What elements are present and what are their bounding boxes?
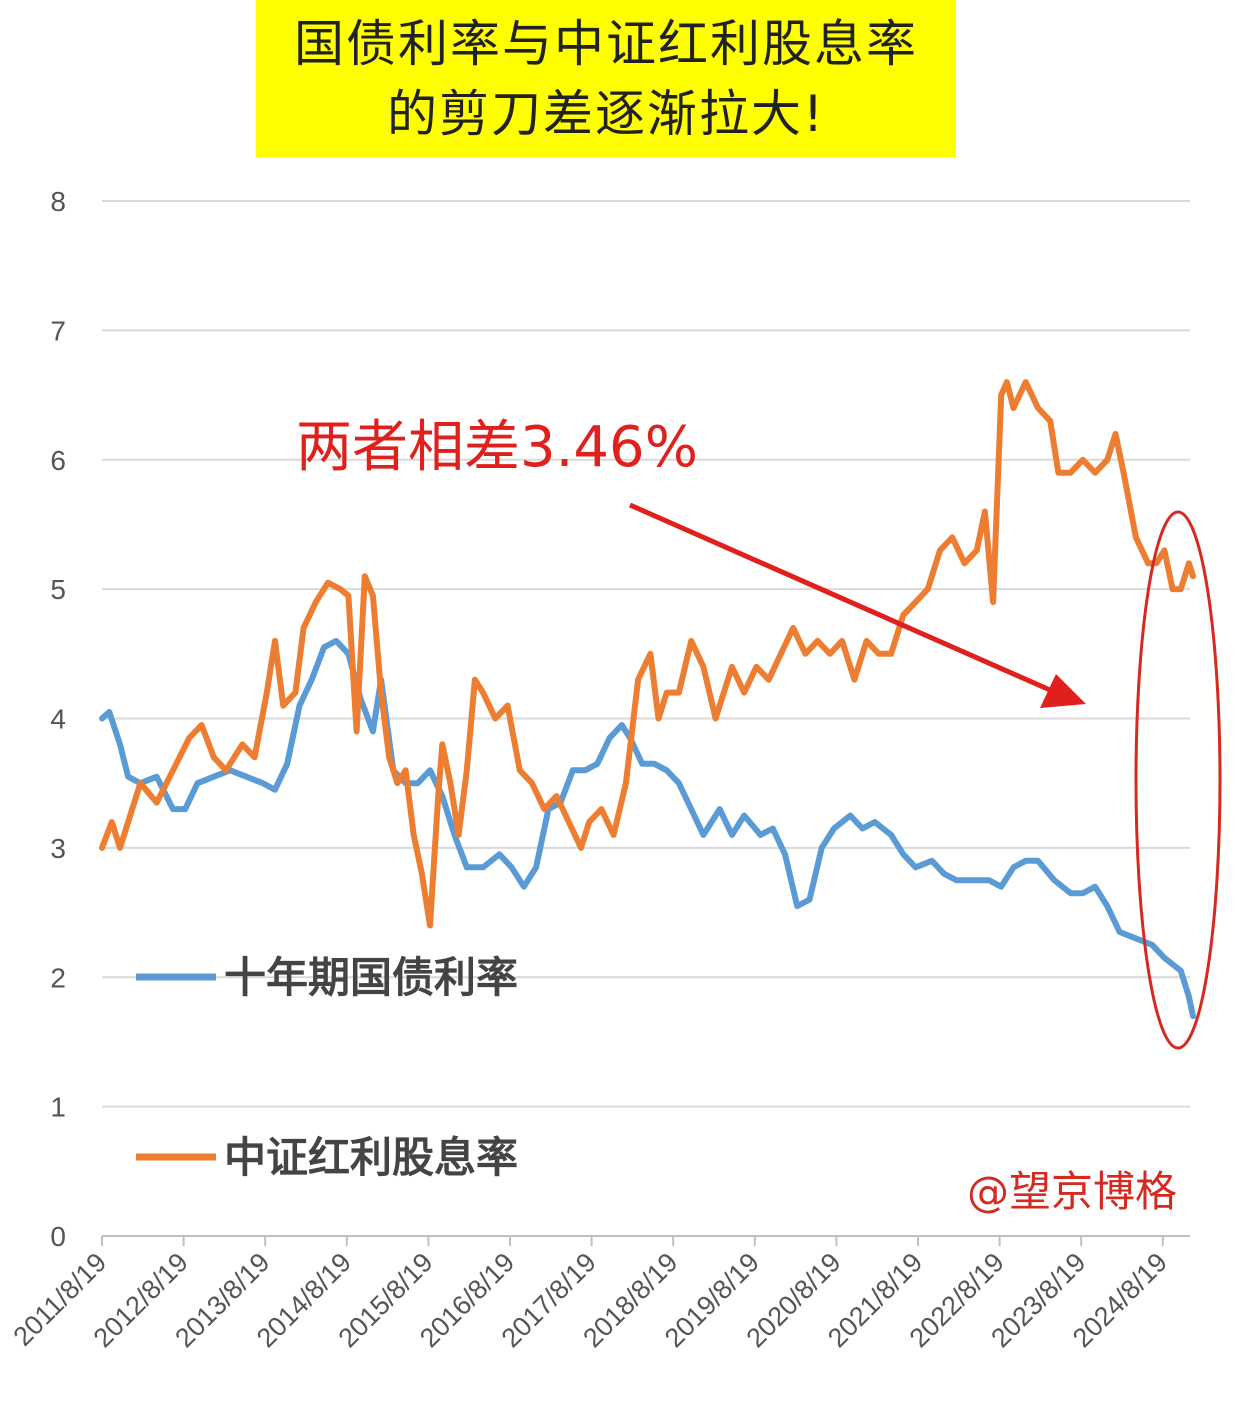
highlight-ellipse xyxy=(1134,510,1222,1050)
legend-item-bond: 十年期国债利率 xyxy=(136,953,518,1002)
y-tick-label-7: 7 xyxy=(50,315,66,346)
y-tick-label-6: 6 xyxy=(50,445,66,476)
annotation-group: 两者相差3.46% xyxy=(296,415,1222,1050)
watermark: @望京博格 xyxy=(967,1167,1177,1216)
x-axis: 2011/8/192012/8/192013/8/192014/8/192015… xyxy=(8,1235,1190,1353)
y-tick-label-2: 2 xyxy=(50,962,66,993)
y-tick-label-0: 0 xyxy=(50,1221,66,1252)
legend-label-bond: 十年期国债利率 xyxy=(224,953,518,1002)
annotation-arrow-head xyxy=(1040,674,1086,708)
series-line-dividend-yield xyxy=(99,379,1196,929)
series-lines xyxy=(99,379,1196,1020)
y-axis-ticks: 0 1 2 3 4 5 6 7 8 xyxy=(50,186,66,1252)
y-tick-label-5: 5 xyxy=(50,574,66,605)
series-line-bond-yield xyxy=(99,637,1196,1020)
chart-title: 国债利率与中证红利股息率 的剪刀差逐渐拉大! xyxy=(256,0,956,157)
legend-item-dividend: 中证红利股息率 xyxy=(136,1133,518,1182)
chart-title-line2: 的剪刀差逐渐拉大! xyxy=(386,84,826,143)
chart-title-line1: 国债利率与中证红利股息率 xyxy=(294,14,918,73)
y-tick-label-4: 4 xyxy=(50,704,66,735)
y-tick-label-1: 1 xyxy=(50,1092,66,1123)
annotation-label: 两者相差3.46% xyxy=(296,415,698,480)
y-tick-label-8: 8 xyxy=(50,186,66,217)
annotation-arrow-shaft xyxy=(628,502,1052,693)
legend-label-dividend: 中证红利股息率 xyxy=(224,1133,518,1182)
y-tick-label-3: 3 xyxy=(50,833,66,864)
grid-lines xyxy=(102,200,1190,1237)
annotation-arrow xyxy=(628,502,1086,708)
legend: 十年期国债利率 中证红利股息率 xyxy=(136,953,518,1182)
